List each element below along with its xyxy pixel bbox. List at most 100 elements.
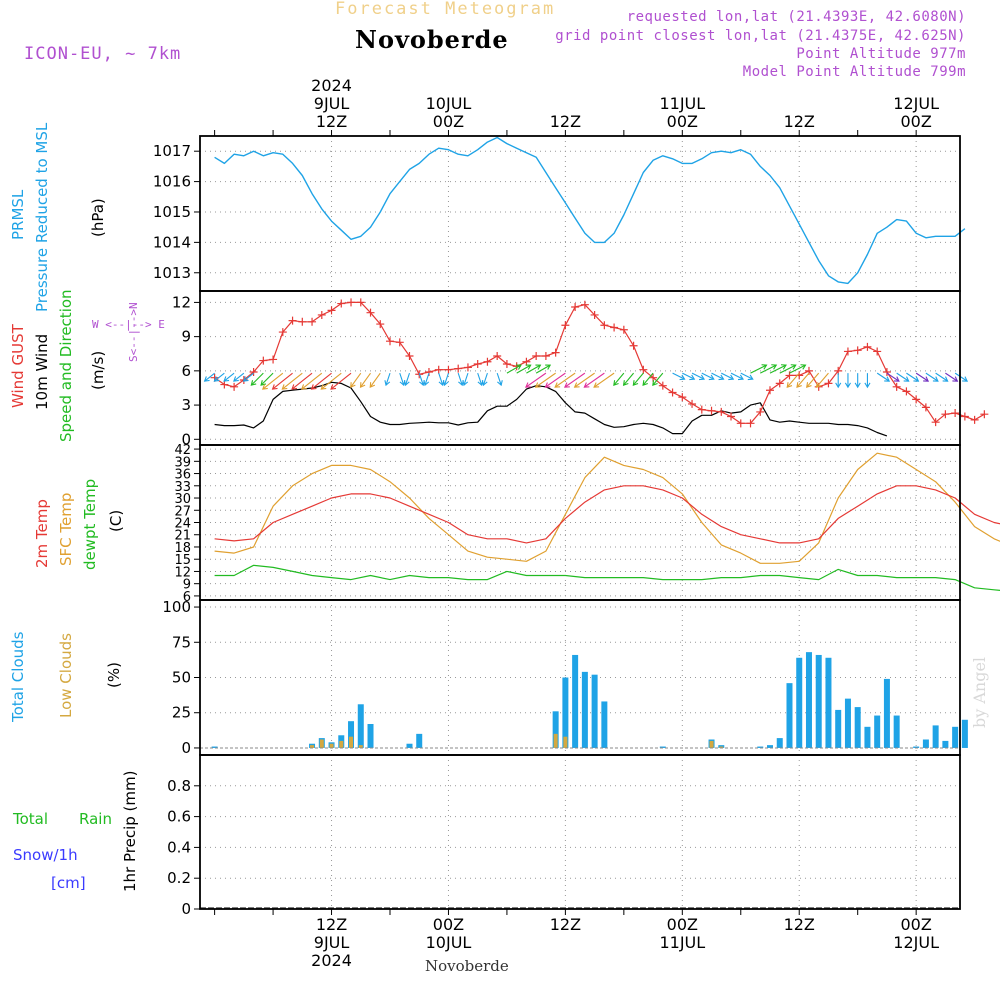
time-label-bottom: 10JUL xyxy=(426,933,472,952)
wind-arrow-head xyxy=(281,384,288,390)
faint-title: Forecast Meteogram xyxy=(335,0,556,19)
gust-marker xyxy=(629,341,638,350)
gust-marker xyxy=(824,379,833,388)
wind-arrow xyxy=(243,372,254,382)
wind-arrow xyxy=(350,372,362,388)
wind-arrow xyxy=(281,372,303,390)
wind-arrow xyxy=(526,364,541,374)
gust-marker xyxy=(288,316,297,325)
cloud-bar-total xyxy=(942,740,949,748)
gust-marker xyxy=(688,399,697,408)
wind-arrow xyxy=(260,372,274,386)
y-tick-label: 0 xyxy=(181,900,191,918)
gust-marker xyxy=(347,298,356,307)
time-label-top: 00Z xyxy=(667,112,698,131)
gust-marker xyxy=(873,347,882,356)
gust-marker xyxy=(697,405,706,414)
y-tick-label: 27 xyxy=(174,504,191,519)
cloud-bar-total xyxy=(874,715,881,748)
wind-arrow-head xyxy=(310,384,317,390)
cloud-bar-total xyxy=(844,698,851,748)
wind-arrow-head xyxy=(515,364,522,370)
wind-arrow xyxy=(584,372,605,388)
y-tick-label: 0.8 xyxy=(167,777,191,795)
cloud-bar-total xyxy=(932,725,939,748)
wind-arrow xyxy=(623,372,635,386)
gust-marker xyxy=(230,382,239,391)
gust-marker xyxy=(610,323,619,332)
wind-arrow xyxy=(457,372,463,386)
wind-arrow-head xyxy=(320,384,327,390)
rain-label: Rain xyxy=(79,810,112,828)
wind-arrow xyxy=(750,364,767,374)
wind-arrow xyxy=(399,372,405,386)
cloud-bar-total xyxy=(601,701,608,748)
cloud-bar-low xyxy=(329,743,334,748)
gust-marker xyxy=(843,347,852,356)
wind-arrow-head xyxy=(800,364,807,370)
wind-arrow-head xyxy=(369,382,376,389)
wind-arrow xyxy=(711,372,724,380)
wind-arrow-head xyxy=(359,382,366,389)
page-title: Novoberde xyxy=(355,25,509,54)
wind-arrow xyxy=(789,364,806,374)
model-altitude: Model Point Altitude 799m xyxy=(742,64,966,80)
gust-marker xyxy=(308,317,317,326)
y-tick-label: 0 xyxy=(181,430,191,448)
wind-arrow-head xyxy=(233,376,239,382)
gust-marker xyxy=(931,418,940,427)
wind-arrow-head xyxy=(962,376,969,382)
cloud-bar-total xyxy=(835,709,842,748)
y-tick-label: 39 xyxy=(174,455,191,470)
cloud-bar-total xyxy=(883,678,890,748)
wind-arrow-head xyxy=(563,382,570,388)
cloud-bar-low xyxy=(553,733,558,748)
cloud-bar-total xyxy=(776,738,783,748)
wind-arrow xyxy=(438,372,444,386)
gust-marker xyxy=(941,410,950,419)
wind-arrow xyxy=(935,372,948,382)
time-label-bottom: 12JUL xyxy=(893,933,939,952)
snow-unit-label: [cm] xyxy=(51,874,86,892)
gust-marker xyxy=(395,338,404,347)
wind-arrow xyxy=(463,372,469,386)
y-tick-label: 50 xyxy=(172,669,191,687)
time-label-top: 2024 xyxy=(311,76,352,95)
wind-arrow xyxy=(233,372,245,382)
wind-arrow-head xyxy=(790,364,797,370)
wind-arrow-head xyxy=(593,382,600,388)
gust-marker xyxy=(269,355,278,364)
wind-arrow xyxy=(443,372,449,386)
gust-marker xyxy=(970,415,979,424)
cloud-bar-total xyxy=(591,674,598,748)
cloud-bar-low xyxy=(339,740,344,748)
model-name: ICON-EU, ~ 7km xyxy=(24,44,182,64)
wind-arrow xyxy=(506,364,522,374)
gust-marker xyxy=(882,367,891,376)
wind-arrow xyxy=(740,372,754,380)
wind-arrow xyxy=(779,364,796,374)
wind-arrow xyxy=(360,372,371,388)
wind-arrow-head xyxy=(300,384,307,390)
gust-marker xyxy=(454,364,463,373)
wind-arrow-head xyxy=(761,364,768,370)
wind-arrow xyxy=(730,372,744,380)
wind-arrow xyxy=(672,372,685,380)
wind-arrow-head xyxy=(796,382,802,388)
wind-arrow xyxy=(769,364,787,374)
wind-arrow-head xyxy=(544,382,551,388)
wind-arrow-head xyxy=(737,374,744,381)
cloud-bar-total xyxy=(211,746,218,748)
gust-marker xyxy=(619,325,628,334)
wind-arrow-head xyxy=(583,382,590,388)
gust-marker xyxy=(386,337,394,346)
cloud-bar-low xyxy=(349,736,354,748)
time-label-bottom: 12Z xyxy=(550,915,581,934)
time-label-bottom: 2024 xyxy=(311,951,352,970)
wind-arrow xyxy=(945,372,958,382)
wind-arrow xyxy=(691,372,705,380)
wind-arrow xyxy=(574,372,595,388)
cloud-bar-total xyxy=(357,704,364,748)
wind-arrow-head xyxy=(350,382,356,389)
y-tick-label: 0 xyxy=(181,739,191,757)
